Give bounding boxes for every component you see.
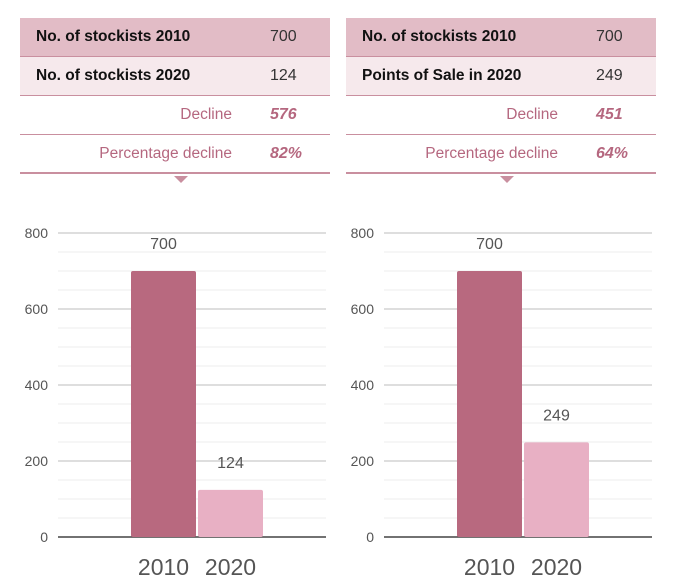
data-label: 700 xyxy=(476,236,503,253)
row-value: 249 xyxy=(596,67,623,84)
stats-table: No. of stockists 2010 700 No. of stockis… xyxy=(20,18,330,183)
y-tick-label: 800 xyxy=(351,225,375,241)
y-tick-label: 400 xyxy=(25,377,49,393)
row-label: No. of stockists 2010 xyxy=(36,28,191,45)
table-row: No. of stockists 2020 124 xyxy=(20,57,330,96)
row-value: 124 xyxy=(270,67,297,84)
data-label: 249 xyxy=(543,407,570,424)
row-label: Decline xyxy=(506,106,558,123)
table-row: Percentage decline 64% xyxy=(346,135,656,174)
pointer-triangle xyxy=(174,176,188,183)
row-label: No. of stockists 2010 xyxy=(362,28,517,45)
bar-2020 xyxy=(198,489,263,537)
x-tick-label: 2020 xyxy=(205,554,256,576)
row-value: 451 xyxy=(596,106,623,123)
table-row: Percentage decline 82% xyxy=(20,135,330,174)
y-tick-label: 800 xyxy=(25,225,49,241)
y-tick-label: 0 xyxy=(40,529,48,545)
row-label: Percentage decline xyxy=(425,144,558,162)
row-value: 700 xyxy=(270,28,297,45)
data-label: 700 xyxy=(150,236,177,253)
row-label: Percentage decline xyxy=(99,144,232,162)
bar-2010 xyxy=(131,271,196,537)
x-tick-label: 2020 xyxy=(531,554,582,576)
panel-right: No. of stockists 2010 700 Points of Sale… xyxy=(346,18,656,578)
row-label: No. of stockists 2020 xyxy=(36,67,191,84)
bar-chart: 0 200 400 600 800 700 2010 124 2020 xyxy=(25,225,326,576)
table-row: Points of Sale in 2020 249 xyxy=(346,57,656,96)
row-value: 64% xyxy=(596,144,629,162)
row-value: 700 xyxy=(596,28,623,45)
y-tick-label: 200 xyxy=(351,453,375,469)
y-tick-label: 400 xyxy=(351,377,375,393)
y-tick-label: 600 xyxy=(25,301,49,317)
data-label: 124 xyxy=(217,455,244,472)
pointer-triangle xyxy=(500,176,514,183)
row-label: Decline xyxy=(180,106,232,123)
table-row: No. of stockists 2010 700 xyxy=(346,18,656,57)
bar-2020 xyxy=(524,442,589,537)
y-tick-label: 0 xyxy=(366,529,374,545)
x-tick-label: 2010 xyxy=(464,554,515,576)
y-tick-label: 200 xyxy=(25,453,49,469)
row-value: 82% xyxy=(270,144,303,162)
row-label: Points of Sale in 2020 xyxy=(362,67,522,84)
table-row: Decline 576 xyxy=(20,96,330,135)
panel-left: No. of stockists 2010 700 No. of stockis… xyxy=(20,18,330,578)
bar-2010 xyxy=(457,271,522,537)
table-row: No. of stockists 2010 700 xyxy=(20,18,330,57)
bar-chart: 0 200 400 600 800 700 2010 249 2020 xyxy=(351,225,652,576)
row-value: 576 xyxy=(270,106,297,123)
y-tick-label: 600 xyxy=(351,301,375,317)
stats-table: No. of stockists 2010 700 Points of Sale… xyxy=(346,18,656,183)
x-tick-label: 2010 xyxy=(138,554,189,576)
table-row: Decline 451 xyxy=(346,96,656,135)
